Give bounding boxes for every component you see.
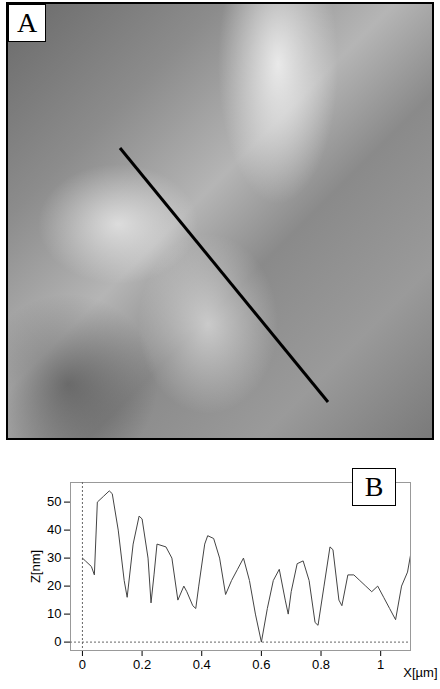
svg-text:1: 1: [377, 657, 384, 672]
svg-text:Z[nm]: Z[nm]: [28, 550, 43, 583]
html-text:B: B: [364, 471, 384, 502]
svg-text:0: 0: [79, 657, 86, 672]
svg-text:0.8: 0.8: [312, 657, 330, 672]
svg-text:40: 40: [47, 522, 61, 537]
html-text:A: A: [16, 7, 38, 38]
svg-text:0.2: 0.2: [133, 657, 151, 672]
svg-text:20: 20: [47, 578, 61, 593]
svg-text:0.4: 0.4: [193, 657, 211, 672]
svg-text:30: 30: [47, 550, 61, 565]
svg-text:50: 50: [47, 494, 61, 509]
svg-text:10: 10: [47, 606, 61, 621]
svg-text:X[µm]: X[µm]: [403, 665, 437, 680]
svg-text:0: 0: [54, 634, 61, 649]
svg-text:0.6: 0.6: [252, 657, 270, 672]
